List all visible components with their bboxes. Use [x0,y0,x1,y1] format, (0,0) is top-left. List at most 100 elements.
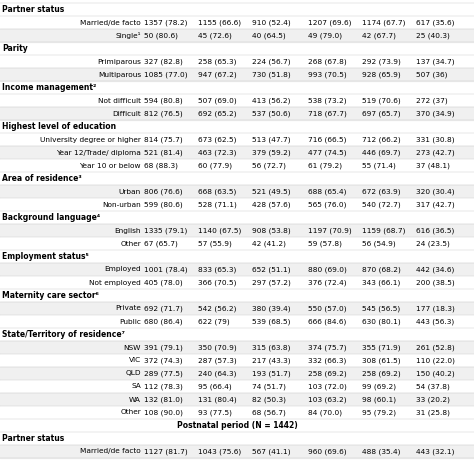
Text: Background language⁴: Background language⁴ [2,213,100,222]
Text: 806 (76.6): 806 (76.6) [144,188,182,195]
Text: Difficult: Difficult [112,110,141,117]
Text: Married/de facto: Married/de facto [80,448,141,455]
Text: 50 (80.6): 50 (80.6) [144,32,178,39]
Text: 289 (77.5): 289 (77.5) [144,370,183,377]
Text: 673 (62.5): 673 (62.5) [198,136,237,143]
Text: 93 (77.5): 93 (77.5) [198,409,232,416]
Bar [0,146,474,159]
Text: Primiparous: Primiparous [97,58,141,64]
Text: 268 (67.8): 268 (67.8) [308,58,347,65]
Bar [0,419,474,432]
Bar [0,16,474,29]
Text: 513 (47.7): 513 (47.7) [252,136,291,143]
Text: Employment status⁵: Employment status⁵ [2,252,89,261]
Text: 200 (38.5): 200 (38.5) [416,279,455,286]
Text: 366 (70.5): 366 (70.5) [198,279,237,286]
Bar [0,159,474,172]
Text: Area of residence³: Area of residence³ [2,174,82,183]
Text: Income management²: Income management² [2,83,96,92]
Text: 110 (22.0): 110 (22.0) [416,357,455,364]
Text: 521 (49.5): 521 (49.5) [252,188,291,195]
Text: 320 (30.4): 320 (30.4) [416,188,455,195]
Text: 567 (41.1): 567 (41.1) [252,448,291,455]
Text: 833 (65.3): 833 (65.3) [198,266,237,273]
Text: 477 (74.5): 477 (74.5) [308,149,346,156]
Text: 108 (90.0): 108 (90.0) [144,409,183,416]
Text: WA: WA [129,396,141,402]
Text: 812 (76.5): 812 (76.5) [144,110,183,117]
Text: Parity: Parity [2,44,28,53]
Bar [0,224,474,237]
Text: 379 (59.2): 379 (59.2) [252,149,291,156]
Text: 99 (69.2): 99 (69.2) [362,383,396,390]
Text: 928 (65.9): 928 (65.9) [362,71,401,78]
Text: 370 (34.9): 370 (34.9) [416,110,455,117]
Text: QLD: QLD [126,371,141,376]
Text: 565 (76.0): 565 (76.0) [308,201,346,208]
Text: 507 (36): 507 (36) [416,71,447,78]
Text: 538 (73.2): 538 (73.2) [308,97,346,104]
Text: 730 (51.8): 730 (51.8) [252,71,291,78]
Bar [0,263,474,276]
Text: Maternity care sector⁶: Maternity care sector⁶ [2,291,99,300]
Text: 25 (40.3): 25 (40.3) [416,32,450,39]
Text: 960 (69.6): 960 (69.6) [308,448,346,455]
Text: 814 (75.7): 814 (75.7) [144,136,183,143]
Text: 31 (25.8): 31 (25.8) [416,409,450,416]
Text: 297 (57.2): 297 (57.2) [252,279,291,286]
Bar [0,94,474,107]
Text: 519 (70.6): 519 (70.6) [362,97,401,104]
Text: Urban: Urban [119,189,141,194]
Text: 103 (63.2): 103 (63.2) [308,396,346,403]
Text: 443 (56.3): 443 (56.3) [416,318,454,325]
Text: State/Territory of residence⁷: State/Territory of residence⁷ [2,330,125,339]
Text: 688 (65.4): 688 (65.4) [308,188,346,195]
Text: 672 (63.9): 672 (63.9) [362,188,401,195]
Text: 1001 (78.4): 1001 (78.4) [144,266,188,273]
Bar [0,55,474,68]
Text: 405 (78.0): 405 (78.0) [144,279,183,286]
Bar [0,107,474,120]
Text: 380 (39.4): 380 (39.4) [252,305,291,312]
Text: Other: Other [120,240,141,246]
Text: 372 (74.3): 372 (74.3) [144,357,182,364]
Text: 993 (70.5): 993 (70.5) [308,71,347,78]
Text: 908 (53.8): 908 (53.8) [252,227,291,234]
Text: 82 (50.3): 82 (50.3) [252,396,286,403]
Text: 132 (81.0): 132 (81.0) [144,396,183,403]
Text: 697 (65.7): 697 (65.7) [362,110,401,117]
Text: 1174 (67.7): 1174 (67.7) [362,19,405,26]
Text: 442 (34.6): 442 (34.6) [416,266,455,273]
Text: Employed: Employed [104,266,141,273]
Text: 507 (69.0): 507 (69.0) [198,97,237,104]
Text: Single¹: Single¹ [116,32,141,39]
Text: SA: SA [131,383,141,390]
Text: 528 (71.1): 528 (71.1) [198,201,237,208]
Text: 112 (78.3): 112 (78.3) [144,383,183,390]
Text: 1140 (67.5): 1140 (67.5) [198,227,241,234]
Text: 630 (80.1): 630 (80.1) [362,318,401,325]
Bar [0,133,474,146]
Bar [0,29,474,42]
Bar [0,185,474,198]
Text: 42 (41.2): 42 (41.2) [252,240,286,247]
Text: 537 (50.6): 537 (50.6) [252,110,291,117]
Text: 84 (70.0): 84 (70.0) [308,409,342,416]
Text: Year 10 or below: Year 10 or below [80,163,141,168]
Text: 463 (72.3): 463 (72.3) [198,149,237,156]
Text: 1127 (81.7): 1127 (81.7) [144,448,188,455]
Text: 68 (56.7): 68 (56.7) [252,409,286,416]
Text: 1335 (79.1): 1335 (79.1) [144,227,187,234]
Text: 308 (61.5): 308 (61.5) [362,357,401,364]
Text: Partner status: Partner status [2,5,64,14]
Text: 692 (65.2): 692 (65.2) [198,110,237,117]
Text: 57 (55.9): 57 (55.9) [198,240,232,247]
Text: 716 (66.5): 716 (66.5) [308,136,346,143]
Text: 258 (65.3): 258 (65.3) [198,58,237,65]
Text: 177 (18.3): 177 (18.3) [416,305,455,312]
Text: 56 (72.7): 56 (72.7) [252,162,286,169]
Text: 1043 (75.6): 1043 (75.6) [198,448,241,455]
Text: 67 (65.7): 67 (65.7) [144,240,178,247]
Bar [0,68,474,81]
Text: 1085 (77.0): 1085 (77.0) [144,71,188,78]
